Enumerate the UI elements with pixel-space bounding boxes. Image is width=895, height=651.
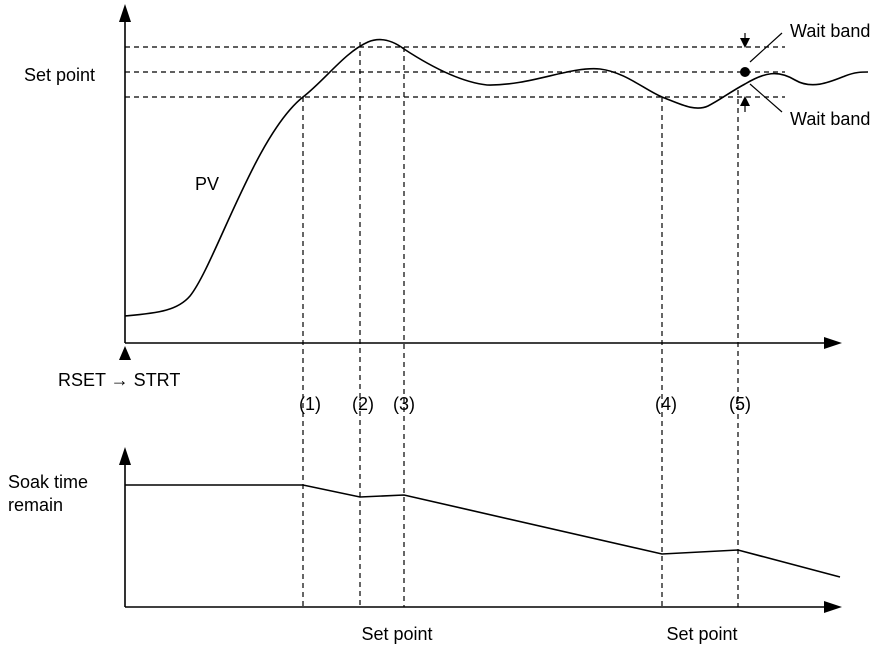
arrowhead bbox=[824, 337, 842, 349]
start-marker bbox=[119, 346, 131, 360]
pv-label: PV bbox=[195, 174, 219, 194]
event-label: (4) bbox=[655, 394, 677, 414]
leader-line bbox=[749, 83, 783, 113]
event-label: (5) bbox=[729, 394, 751, 414]
set-point-label: Set point bbox=[361, 624, 432, 644]
start-label: RSET → STRT bbox=[58, 370, 180, 390]
arrowhead bbox=[740, 96, 750, 106]
event-label: (1) bbox=[299, 394, 321, 414]
set-point-dot bbox=[740, 67, 750, 77]
soak-curve bbox=[125, 484, 841, 578]
soak-label: Soak time bbox=[8, 472, 88, 492]
arrowhead bbox=[119, 4, 131, 22]
arrowhead bbox=[740, 38, 750, 48]
pv-curve bbox=[124, 38, 869, 317]
soak-label: remain bbox=[8, 495, 63, 515]
set-point-label: Set point bbox=[24, 65, 95, 85]
wait-band-label: Wait band bbox=[790, 109, 870, 129]
arrowhead bbox=[824, 601, 842, 613]
event-label: (3) bbox=[393, 394, 415, 414]
leader-line bbox=[749, 32, 783, 63]
set-point-label: Set point bbox=[666, 624, 737, 644]
wait-band-label: Wait band bbox=[790, 21, 870, 41]
arrowhead bbox=[119, 447, 131, 465]
event-label: (2) bbox=[352, 394, 374, 414]
